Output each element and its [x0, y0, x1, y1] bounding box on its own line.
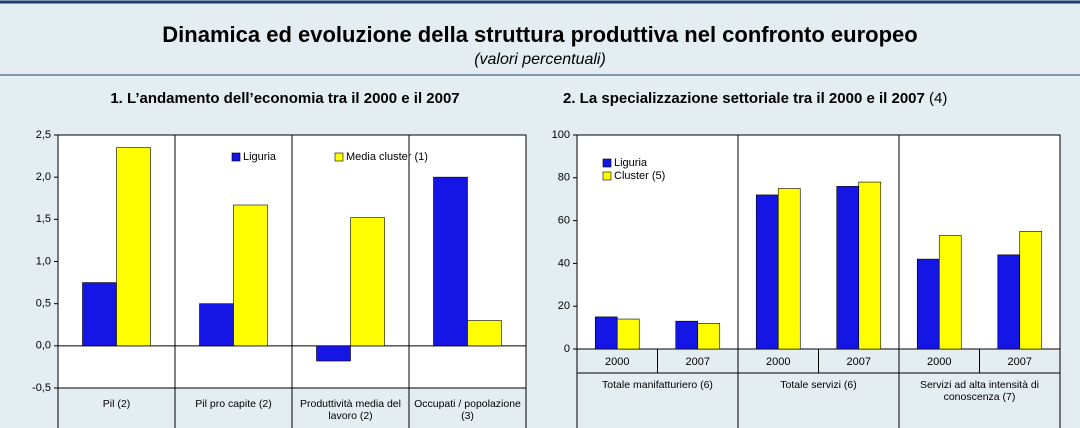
chart-title: 2. La specializzazione settoriale tra il… [563, 90, 925, 107]
y-tick-label: 0,0 [36, 340, 51, 352]
subtitle: (valori percentuali) [474, 51, 606, 68]
y-tick-label: 1,5 [36, 213, 51, 225]
bar [755, 194, 779, 350]
y-tick-label: 2,0 [36, 171, 51, 183]
y-tick-label: 0,5 [36, 298, 51, 310]
x-tick-label: 2000 [605, 356, 629, 368]
bar [116, 147, 151, 347]
x-tick-label: 2000 [766, 356, 790, 368]
bar [697, 323, 721, 350]
legend-label: Media cluster (1) [346, 151, 428, 163]
x-tick-label: 2007 [847, 356, 871, 368]
legend-swatch [602, 158, 612, 168]
bar [916, 258, 940, 350]
bar [233, 204, 268, 347]
plot-area [576, 134, 1061, 350]
x-tick-label: 2000 [927, 356, 951, 368]
x-tick-label: Pil pro capite (2) [195, 398, 272, 410]
bar [1019, 231, 1043, 350]
legend-label: Liguria [614, 157, 648, 169]
legend-swatch [334, 152, 344, 162]
x-tick-label: Produttività media del lavoro (2) [300, 398, 401, 422]
group-label: Servizi ad alta intensità di conoscenza … [919, 379, 1040, 403]
y-tick-label: 2,5 [36, 129, 51, 141]
bar [616, 318, 640, 350]
chart-title: 1. L’andamento dell’economia tra il 2000… [110, 90, 460, 107]
bar [997, 254, 1021, 350]
bar [467, 320, 502, 347]
bar [594, 316, 618, 350]
bar [675, 320, 699, 350]
y-tick-label: 1,0 [36, 255, 51, 267]
group-label: Totale manifatturiero (6) [602, 379, 713, 391]
chart-title-row: 2. La specializzazione settoriale tra il… [563, 90, 1080, 107]
y-tick-label: 80 [558, 172, 570, 184]
x-tick-label: Occupati / popolazione (3) [414, 398, 521, 422]
bar [836, 186, 860, 350]
group-label: Totale servizi (6) [780, 379, 857, 391]
y-tick-label: 60 [558, 215, 570, 227]
legend-label: Liguria [243, 151, 277, 163]
bar [777, 188, 801, 350]
y-tick-label: 0 [564, 343, 570, 355]
title: Dinamica ed evoluzione della struttura p… [162, 22, 918, 47]
legend-swatch [231, 152, 241, 162]
y-tick-label: 40 [558, 257, 570, 269]
bar [199, 303, 234, 347]
chart-title-note: (4) [929, 90, 948, 107]
x-tick-label: Pil (2) [102, 398, 131, 410]
bar [938, 235, 962, 350]
x-tick-label: 2007 [686, 356, 710, 368]
y-tick-label: 100 [552, 129, 570, 141]
legend-swatch [602, 171, 612, 181]
x-tick-label: 2007 [1008, 356, 1032, 368]
bar [433, 176, 468, 347]
bar [316, 345, 351, 362]
legend-label: Cluster (5) [614, 170, 665, 182]
y-tick-label: 20 [558, 300, 570, 312]
bar [82, 282, 117, 347]
bar [350, 217, 385, 347]
y-tick-label: -0,5 [32, 382, 51, 394]
bar [858, 181, 882, 350]
